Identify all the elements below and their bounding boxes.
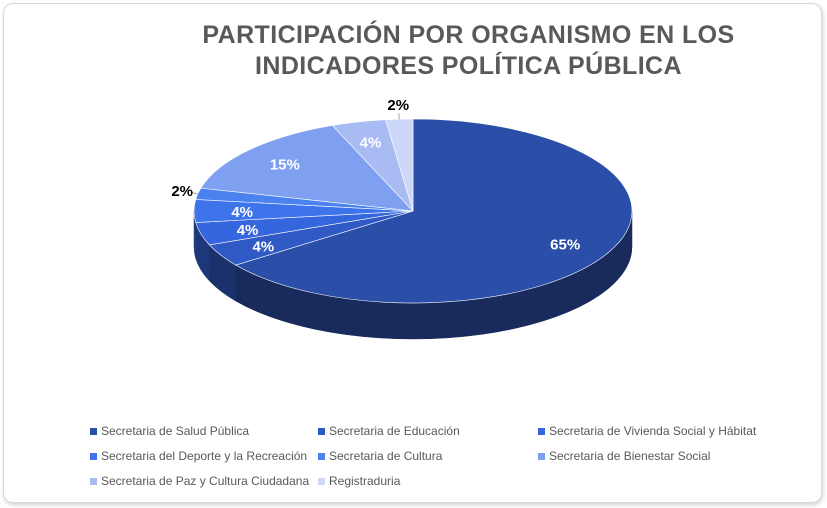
legend-item-secretaria-de-educacion: Secretaria de Educación (318, 424, 460, 438)
legend-label: Secretaria de Cultura (329, 449, 443, 463)
pie-data-labels: 65%4%4%4%2%15%4%2% (171, 97, 580, 255)
legend-label: Secretaria de Salud Pública (101, 424, 250, 438)
pie-slice-secretaria-de-salud-publica (235, 118, 633, 304)
pie-data-label: 4% (360, 134, 382, 151)
legend-item-secretaria-de-salud-publica: Secretaria de Salud Pública (90, 424, 249, 438)
legend-label: Registraduria (329, 474, 401, 488)
legend-item-secretaria-de-paz-y-cultura-ciudadana: Secretaria de Paz y Cultura Ciudadana (90, 474, 309, 488)
legend-label: Secretaria de Vivienda Social y Hábitat (549, 424, 757, 438)
chart-title-line-2: INDICADORES POLÍTICA PÚBLICA (255, 52, 682, 80)
pie-data-label: 4% (237, 222, 259, 239)
legend-swatch (538, 452, 545, 460)
legend-item-secretaria-de-bienestar-social: Secretaria de Bienestar Social (538, 449, 710, 463)
legend-item-registraduria: Registraduria (318, 474, 400, 488)
pie-data-label: 65% (550, 237, 580, 254)
legend-swatch (318, 452, 325, 460)
pie-data-label: 4% (252, 239, 274, 256)
pie-leader-line (191, 192, 198, 195)
pie-data-label: 15% (270, 157, 300, 174)
legend-label: Secretaria del Deporte y la Recreación (101, 449, 308, 463)
legend-swatch (90, 452, 97, 460)
pie-data-label: 4% (231, 204, 253, 221)
legend-swatch (318, 477, 325, 485)
legend-swatch (90, 427, 97, 435)
legend-item-secretaria-del-deporte-y-la-recreacion: Secretaria del Deporte y la Recreación (90, 449, 307, 463)
legend-label: Secretaria de Paz y Cultura Ciudadana (101, 474, 310, 488)
legend-item-secretaria-de-cultura: Secretaria de Cultura (318, 449, 442, 463)
legend-item-secretaria-de-vivienda-social-y-habitat: Secretaria de Vivienda Social y Hábitat (538, 424, 756, 438)
pie-data-label: 2% (387, 97, 409, 114)
pie-top-faces (193, 118, 633, 304)
pie-slice-secretaria-de-bienestar-social (200, 125, 414, 212)
legend-swatch (318, 427, 325, 435)
legend-label: Secretaria de Educación (329, 424, 460, 438)
legend-swatch (538, 427, 545, 435)
legend-swatch (90, 477, 97, 485)
legend-label: Secretaria de Bienestar Social (549, 449, 711, 463)
pie-data-label: 2% (171, 183, 193, 200)
chart-title-line-1: PARTICIPACIÓN POR ORGANISMO EN LOS (202, 21, 735, 49)
chart-title: PARTICIPACIÓN POR ORGANISMO EN LOS INDIC… (0, 20, 827, 82)
